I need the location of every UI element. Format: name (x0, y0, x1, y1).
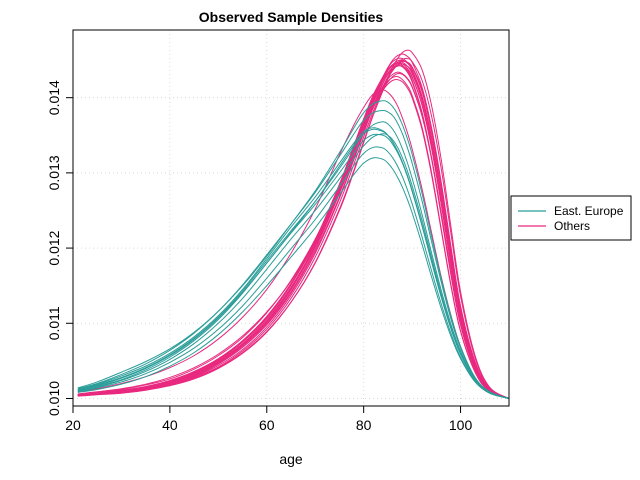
east-europe-series-line (77, 157, 510, 399)
y-axis: 0.010 0.011 0.012 0.013 0.014 (46, 80, 74, 416)
others-series-line (77, 75, 510, 399)
y-tick-label: 0.010 (46, 381, 62, 416)
legend: East. Europe Others (510, 195, 632, 241)
east-europe-series-line (77, 127, 510, 399)
x-tick-label: 20 (65, 417, 81, 433)
y-tick-label: 0.013 (46, 155, 62, 190)
chart-title: Observed Sample Densities (199, 9, 384, 25)
east-europe-series-line (77, 121, 510, 399)
others-series-line (77, 57, 510, 399)
x-tick-label: 60 (259, 417, 275, 433)
y-tick-label: 0.012 (46, 230, 62, 265)
x-axis-title: age (279, 451, 303, 467)
legend-east-europe-label: East. Europe (554, 204, 624, 218)
others-series-line (77, 53, 510, 399)
x-tick-label: 100 (449, 417, 473, 433)
y-tick-label: 0.014 (46, 80, 62, 115)
series-lines (77, 49, 510, 399)
x-axis: 20 40 60 80 100 (65, 405, 473, 433)
x-tick-label: 40 (162, 417, 178, 433)
east-europe-series-line (77, 146, 510, 399)
east-europe-series-line (77, 109, 510, 399)
others-series-line (77, 49, 510, 399)
legend-others-label: Others (554, 219, 590, 233)
x-tick-label: 80 (356, 417, 372, 433)
east-europe-series-line (77, 100, 510, 399)
y-tick-label: 0.011 (46, 306, 62, 340)
legend-box (510, 195, 632, 241)
